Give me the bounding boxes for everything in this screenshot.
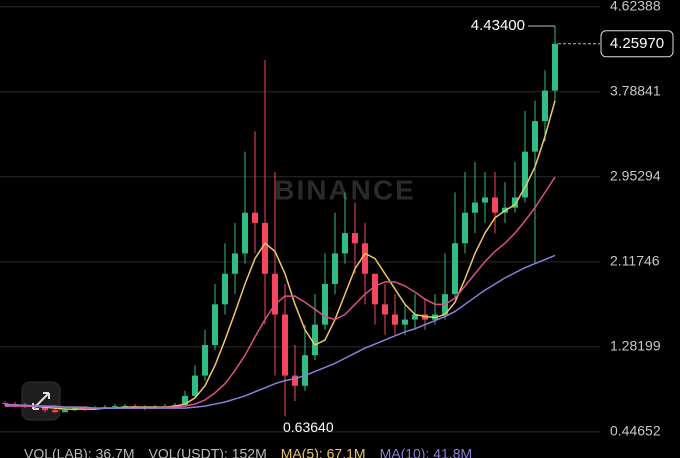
- candle-body: [242, 212, 248, 254]
- candle-body: [402, 319, 408, 325]
- high-label: 4.43400: [471, 17, 525, 34]
- y-tick-label: 1.28199: [610, 338, 661, 354]
- candle-body: [272, 273, 278, 315]
- candle-body: [212, 304, 218, 346]
- candle-body: [232, 253, 238, 274]
- expand-button[interactable]: [21, 381, 61, 421]
- candle-body: [482, 197, 488, 203]
- ma-line: [4, 254, 556, 409]
- candle-body: [282, 314, 288, 376]
- y-tick-label: 0.44652: [610, 423, 661, 439]
- ma-line: [5, 100, 556, 410]
- candle-body: [222, 273, 228, 305]
- candle-body: [322, 283, 328, 325]
- candle-body: [372, 273, 378, 305]
- candle-body: [392, 314, 398, 325]
- last-price-label: 4.25970: [610, 35, 664, 52]
- candle-body: [472, 202, 478, 213]
- candle-body: [252, 212, 258, 223]
- y-tick-label: 4.62388: [610, 0, 661, 13]
- candle-body: [412, 314, 418, 320]
- volume-label: MA(5): 67.1M: [281, 446, 366, 458]
- candle-body: [342, 233, 348, 254]
- candle-body: [452, 243, 458, 295]
- y-tick-label: 2.11746: [610, 253, 660, 269]
- candle-body: [292, 375, 298, 386]
- volume-label: MA(10): 41.8M: [380, 446, 473, 458]
- candle-body: [332, 253, 338, 284]
- candle-body: [182, 395, 188, 406]
- volume-label: VOL(LAB): 36.7M: [24, 446, 135, 458]
- candle-body: [62, 410, 68, 413]
- candle-body: [202, 345, 208, 376]
- candle-body: [112, 406, 118, 408]
- candle-body: [542, 90, 548, 122]
- candle-body: [462, 212, 468, 244]
- candle-body: [312, 324, 318, 356]
- y-tick-label: 2.95294: [610, 167, 661, 183]
- candle-body: [492, 197, 498, 213]
- watermark: BINANCE: [274, 174, 416, 205]
- candle-body: [352, 233, 358, 244]
- candle-body: [192, 375, 198, 396]
- low-label: 0.63640: [283, 419, 334, 435]
- candle-body: [552, 43, 558, 91]
- y-tick-label: 3.78841: [610, 82, 661, 98]
- candle-body: [362, 243, 368, 274]
- candle-body: [52, 410, 58, 413]
- candle-body: [532, 121, 538, 152]
- candle-body: [262, 222, 268, 274]
- candle-body: [512, 197, 518, 208]
- volume-label: VOL(USDT): 152M: [149, 446, 267, 458]
- candle-body: [302, 355, 308, 386]
- candle-body: [522, 151, 528, 198]
- last-price-box: [600, 30, 674, 58]
- candles: [2, 26, 558, 417]
- candle-body: [2, 403, 8, 405]
- candle-body: [42, 407, 48, 411]
- candle-body: [382, 304, 388, 315]
